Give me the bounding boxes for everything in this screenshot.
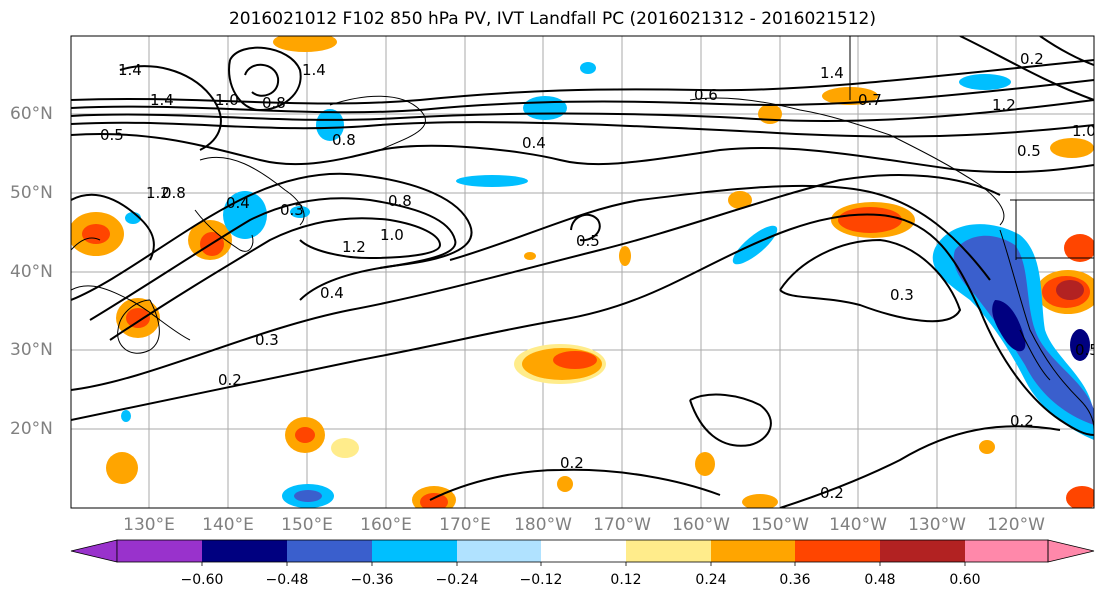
lon-label: 120°W (987, 515, 1045, 535)
colorbar-segment (202, 540, 287, 562)
contour-label: 1.0 (380, 226, 404, 244)
colorbar-tick-label: 0.48 (864, 572, 896, 588)
colorbar-tick-label: 0.24 (695, 572, 727, 588)
contour-label: 0.5 (1017, 142, 1041, 160)
contour-label: 1.4 (820, 64, 844, 82)
lon-label: 160°W (672, 515, 730, 535)
colorbar-segment (541, 540, 626, 562)
contour-label: 0.5 (100, 126, 124, 144)
map-title: 2016021012 F102 850 hPa PV, IVT Landfall… (228, 9, 876, 29)
colorbar-tick-label: −0.36 (350, 572, 394, 588)
lon-label: 150°E (281, 515, 333, 535)
contour-label: 0.2 (218, 371, 242, 389)
colorbar-segment (372, 540, 457, 562)
contour-label: 0.6 (694, 86, 718, 104)
contour-label: 0.7 (858, 91, 882, 109)
colorbar-segment (880, 540, 965, 562)
map-frame (70, 35, 1095, 509)
contour-label: 0.3 (890, 286, 914, 304)
contour-label: 0.2 (1010, 412, 1034, 430)
colorbar-segment (457, 540, 541, 562)
contour-label: 0.5 (576, 232, 600, 250)
colorbar-tick-label: −0.24 (435, 572, 479, 588)
colorbar-segment (626, 540, 711, 562)
contour-labels: 1.4 1.4 1.0 0.8 1.4 0.8 0.5 1.2 0.8 0.4 … (100, 50, 1099, 502)
contour-label: 1.4 (150, 91, 174, 109)
lon-label: 170°W (593, 515, 651, 535)
lon-label: 150°W (751, 515, 809, 535)
colorbar-tick-label: 0.12 (610, 572, 642, 588)
contour-label: 0.5 (1075, 341, 1099, 359)
colorbar-arrow-left (70, 539, 118, 563)
pv-contours (71, 36, 1094, 508)
lat-label: 20°N (10, 419, 53, 439)
colorbar-tick-label: −0.48 (265, 572, 309, 588)
colorbar-tick-label: 0.60 (949, 572, 981, 588)
lat-label: 30°N (10, 340, 53, 360)
colorbar-segment (287, 540, 372, 562)
colorbar-segment (117, 540, 202, 562)
lat-label: 50°N (10, 183, 53, 203)
lon-label: 140°W (829, 515, 887, 535)
contour-label: 0.8 (162, 184, 186, 202)
contour-label: 1.4 (302, 61, 326, 79)
colorbar-tick-label: −0.60 (180, 572, 224, 588)
contour-label: 0.8 (332, 131, 356, 149)
lat-label: 60°N (10, 104, 53, 124)
contour-label: 1.2 (992, 96, 1016, 114)
lon-label: 160°E (360, 515, 412, 535)
contour-label: 0.4 (320, 284, 344, 302)
contour-label: 1.2 (342, 238, 366, 256)
contour-label: 0.8 (388, 192, 412, 210)
contour-label: 0.2 (560, 454, 584, 472)
coastlines (71, 36, 1094, 431)
contour-label: 0.2 (1020, 50, 1044, 68)
ivt-shading (71, 36, 1094, 508)
lat-label: 40°N (10, 262, 53, 282)
contour-label: 0.4 (522, 134, 546, 152)
lon-label: 180°W (514, 515, 572, 535)
colorbar-segment (795, 540, 880, 562)
colorbar (70, 539, 1095, 566)
lon-label: 130°E (123, 515, 175, 535)
colorbar-tick-label: −0.12 (519, 572, 563, 588)
colorbar-arrow-right (1047, 539, 1095, 563)
colorbar-segment (965, 540, 1048, 562)
contour-label: 0.3 (280, 201, 304, 219)
contour-label: 0.2 (820, 484, 844, 502)
contour-label: 1.2 (146, 184, 170, 202)
contour-label: 1.4 (118, 61, 142, 79)
colorbar-tick-label: 0.36 (779, 572, 811, 588)
contour-label: 1.0 (1072, 122, 1096, 140)
contour-label: 1.0 (215, 91, 239, 109)
contour-label: 0.4 (226, 194, 250, 212)
colorbar-segment (711, 540, 795, 562)
lon-label: 140°E (202, 515, 254, 535)
lon-label: 170°E (439, 515, 491, 535)
contour-label: 0.8 (262, 94, 286, 112)
lon-label: 130°W (908, 515, 966, 535)
contour-label: 0.3 (255, 331, 279, 349)
